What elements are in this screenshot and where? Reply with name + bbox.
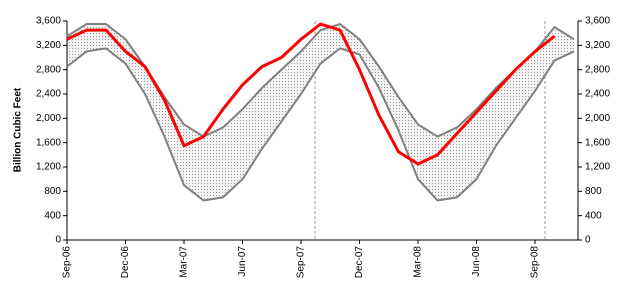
- y-axis-title: Billion Cubic Feet: [13, 87, 24, 172]
- x-tick-label: Sep-06: [62, 246, 73, 279]
- x-tick-label: Jun-08: [471, 246, 482, 277]
- y-tick-label: 2,800: [36, 64, 61, 75]
- x-tick-label: Mar-07: [179, 246, 190, 278]
- x-tick-label: Mar-08: [413, 246, 424, 278]
- x-tick-label: Dec-06: [120, 246, 131, 279]
- y-tick-label: 400: [44, 210, 61, 221]
- x-tick-label: Sep-07: [296, 246, 307, 279]
- y-tick-label: 3,600: [36, 16, 61, 27]
- y-tick-label: 0: [55, 235, 61, 246]
- y2-tick-label: 2,000: [585, 113, 610, 124]
- y-tick-label: 3,200: [36, 40, 61, 51]
- y2-tick-label: 1,200: [585, 162, 610, 173]
- y2-tick-label: 400: [585, 210, 602, 221]
- series-line: [66, 47, 575, 202]
- x-tick-label: Jun-07: [237, 246, 248, 277]
- y-tick-label: 1,600: [36, 137, 61, 148]
- y2-tick-label: 1,600: [585, 137, 610, 148]
- y2-tick-label: 0: [585, 235, 591, 246]
- x-tick-label: Dec-07: [354, 246, 365, 279]
- range-band: [67, 24, 574, 201]
- x-tick-label: Sep-08: [530, 246, 541, 279]
- y2-tick-label: 3,600: [585, 16, 610, 27]
- y2-tick-label: 2,400: [585, 89, 610, 100]
- series-line: [66, 22, 556, 166]
- y2-tick-label: 800: [585, 186, 602, 197]
- y-tick-label: 2,000: [36, 113, 61, 124]
- y2-tick-label: 3,200: [585, 40, 610, 51]
- y-tick-label: 800: [44, 186, 61, 197]
- y2-tick-label: 2,800: [585, 64, 610, 75]
- y-tick-label: 1,200: [36, 162, 61, 173]
- y-tick-label: 2,400: [36, 89, 61, 100]
